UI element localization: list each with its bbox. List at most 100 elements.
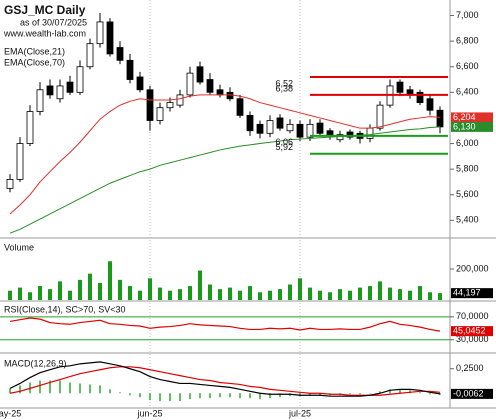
- x-tick-label: jun-25: [136, 408, 162, 418]
- plot-layer: [0, 0, 454, 408]
- histogram-bar: [69, 382, 71, 394]
- histogram-bar: [309, 393, 311, 396]
- volume-bar: [268, 290, 272, 300]
- y-tick-label: 30,0000: [456, 334, 489, 344]
- volume-bar: [148, 278, 152, 300]
- candle-body: [366, 127, 374, 139]
- histogram-bar: [149, 393, 151, 401]
- level-label: 5,92: [275, 142, 293, 152]
- histogram-bar: [249, 393, 251, 399]
- histogram-bar: [189, 393, 191, 400]
- value-badge: [451, 326, 493, 337]
- histogram-bar: [79, 383, 81, 394]
- candle-body: [196, 66, 204, 83]
- volume-bar: [318, 290, 322, 300]
- candle-body: [36, 89, 44, 112]
- y-tick-label: 5,400: [456, 215, 479, 225]
- candle-body: [46, 85, 54, 96]
- volume-bar: [28, 292, 32, 300]
- candle-body: [266, 120, 274, 134]
- candle-body: [426, 98, 434, 111]
- volume-bar: [48, 289, 52, 300]
- histogram-bar: [369, 393, 371, 394]
- y-tick-label: 0,2500: [456, 363, 484, 373]
- histogram-bar: [9, 388, 11, 394]
- pane-title: MACD(12,26,9): [4, 358, 67, 368]
- candle-body: [136, 76, 144, 91]
- candle-body: [246, 114, 254, 132]
- y-tick-label: 70,0000: [456, 311, 489, 321]
- candle-body: [146, 89, 154, 121]
- volume-bar: [198, 270, 202, 300]
- y-tick-label: 6,800: [456, 36, 479, 46]
- value-badge-label: 6,204: [453, 112, 476, 122]
- volume-bar: [38, 286, 42, 300]
- volume-bar: [438, 293, 442, 300]
- as-of: as of 30/07/2025: [20, 17, 87, 27]
- volume-bar: [258, 292, 262, 300]
- histogram-bar: [159, 393, 161, 402]
- x-tick-label: ay-25: [0, 408, 21, 418]
- y-tick-label: 6,000: [456, 138, 479, 148]
- volume-bar: [348, 290, 352, 300]
- candle-body: [436, 109, 444, 128]
- volume-bar: [58, 281, 62, 300]
- histogram-bar: [209, 393, 211, 399]
- value-badge-label: 44,197: [453, 288, 481, 298]
- candle-body: [126, 59, 134, 80]
- volume-bar: [18, 287, 22, 300]
- histogram-bar: [429, 393, 431, 395]
- candle-body: [76, 66, 84, 93]
- level-label: 6,52: [275, 78, 293, 88]
- ema-line: [9, 126, 441, 234]
- histogram-bar: [219, 393, 221, 398]
- volume-bar: [98, 282, 102, 300]
- candle-body: [66, 81, 74, 93]
- histogram-bar: [129, 393, 131, 396]
- volume-bar: [78, 279, 82, 300]
- candle-body: [396, 81, 404, 93]
- volume-bar: [238, 290, 242, 300]
- x-tick-label: jul-25: [288, 408, 311, 418]
- histogram-bar: [419, 392, 421, 394]
- candle-body: [26, 111, 34, 144]
- candle-body: [276, 117, 284, 129]
- indicator-line: [9, 317, 441, 332]
- histogram-bar: [389, 389, 391, 394]
- legend-entry: EMA(Close,70): [4, 57, 65, 67]
- volume-bar: [278, 289, 282, 300]
- histogram-bar: [359, 393, 361, 395]
- y-tick-label: 6,600: [456, 61, 479, 71]
- histogram-bar: [89, 384, 91, 394]
- y-tick-label: 5,600: [456, 189, 479, 199]
- volume-bar: [398, 289, 402, 300]
- candle-body: [316, 122, 324, 134]
- volume-bar: [248, 286, 252, 300]
- volume-bar: [188, 286, 192, 300]
- histogram-bar: [119, 392, 121, 394]
- y-tick-label: 200,000: [456, 263, 489, 273]
- histogram-bar: [109, 389, 111, 394]
- volume-bar: [118, 279, 122, 300]
- candle-body: [236, 98, 244, 116]
- volume-bar: [88, 273, 92, 300]
- candle-body: [256, 123, 264, 134]
- volume-bar: [178, 289, 182, 300]
- histogram-bar: [169, 393, 171, 402]
- histogram-bar: [399, 389, 401, 394]
- histogram-bar: [239, 393, 241, 399]
- y-tick-label: 6,400: [456, 87, 479, 97]
- candle-body: [116, 47, 124, 61]
- text-layer: GSJ_MC Daily as of 30/07/2025 www.wealth…: [0, 3, 493, 418]
- volume-bar: [338, 289, 342, 300]
- histogram-bar: [269, 393, 271, 399]
- volume-bar: [228, 287, 232, 300]
- histogram-bar: [19, 385, 21, 394]
- histogram-bar: [99, 385, 101, 394]
- volume-bar: [298, 278, 302, 300]
- legend-entry: EMA(Close,21): [4, 46, 65, 56]
- value-badge-label: 6,130: [453, 121, 476, 131]
- volume-bar: [288, 284, 292, 300]
- candle-body: [286, 123, 294, 132]
